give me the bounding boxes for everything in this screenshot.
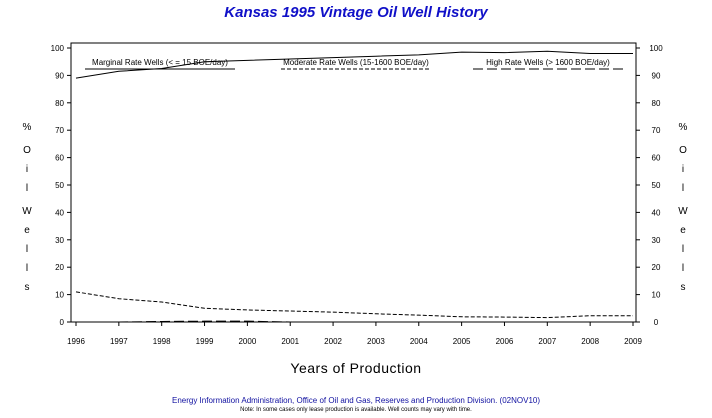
y-axis-label-letter: l — [26, 263, 28, 274]
y-tick-label: 40 — [55, 208, 64, 217]
y-tick-label: 30 — [652, 236, 661, 245]
y-tick-label: 0 — [654, 318, 659, 327]
y-axis-label-letter: i — [682, 164, 684, 175]
y-axis-label-letter: % — [679, 122, 688, 133]
x-tick-label: 2005 — [453, 337, 471, 346]
y-tick-label: 10 — [652, 291, 661, 300]
x-tick-label: 1997 — [110, 337, 128, 346]
y-tick-label: 30 — [55, 236, 64, 245]
x-tick-label: 1998 — [153, 337, 171, 346]
y-tick-label: 100 — [51, 44, 65, 53]
y-tick-label: 20 — [55, 263, 64, 272]
source-note: Energy Information Administration, Offic… — [171, 396, 541, 405]
legend-label: Marginal Rate Wells (< = 15 BOE/day) — [92, 58, 228, 67]
chart-title: Kansas 1995 Vintage Oil Well History — [224, 4, 488, 21]
x-tick-label: 2008 — [581, 337, 599, 346]
x-tick-label: 2000 — [238, 337, 256, 346]
y-tick-label: 20 — [652, 263, 661, 272]
x-tick-label: 2003 — [367, 337, 385, 346]
y-axis-label-letter: l — [26, 244, 28, 255]
y-axis-label-letter: s — [25, 282, 30, 293]
x-axis: 1996 1997 1998 1999 2000 2001 2002 2003 2004 2005… — [67, 322, 642, 346]
y-axis-left: 0 10 20 30 40 50 60 70 80 90 100 — [51, 44, 71, 327]
x-tick-label: 2004 — [410, 337, 428, 346]
x-tick-label: 2006 — [496, 337, 514, 346]
y-tick-label: 50 — [652, 181, 661, 190]
y-axis-label-letter: l — [682, 244, 684, 255]
legend-label: Moderate Rate Wells (15-1600 BOE/day) — [283, 58, 429, 67]
series-line-2 — [76, 320, 633, 323]
legend-label: High Rate Wells (> 1600 BOE/day) — [486, 58, 610, 67]
y-tick-label: 80 — [652, 99, 661, 108]
x-tick-label: 2001 — [281, 337, 299, 346]
y-tick-label: 50 — [55, 181, 64, 190]
y-tick-label: 70 — [55, 126, 64, 135]
series-line-0 — [75, 50, 633, 79]
y-tick-label: 80 — [55, 99, 64, 108]
x-axis-label: Years of Production — [290, 360, 422, 376]
y-axis-label-letter: i — [26, 164, 28, 175]
y-tick-label: 90 — [55, 71, 64, 80]
y-axis-label-letter: W — [678, 206, 688, 217]
y-axis-right: 0 10 20 30 40 50 60 70 80 90 100 — [636, 44, 663, 327]
y-axis-label-letter: % — [23, 122, 32, 133]
footnote: Note: In some cases only lease productio… — [240, 407, 472, 413]
x-tick-label: 2007 — [538, 337, 556, 346]
y-axis-label-letter: O — [679, 145, 687, 156]
y-axis-label-letter: W — [22, 206, 32, 217]
y-tick-label: 90 — [652, 71, 661, 80]
y-tick-label: 100 — [649, 44, 663, 53]
x-tick-label: 2009 — [624, 337, 642, 346]
x-tick-label: 1999 — [196, 337, 214, 346]
y-axis-label-letter: l — [682, 263, 684, 274]
series-lines — [75, 50, 633, 323]
y-tick-label: 70 — [652, 126, 661, 135]
y-tick-label: 0 — [60, 318, 65, 327]
y-axis-label-letter: l — [26, 183, 28, 194]
y-tick-label: 60 — [652, 154, 661, 163]
y-axis-label-letter: e — [680, 225, 686, 236]
y-axis-label-letter: s — [681, 282, 686, 293]
plot-frame — [70, 42, 637, 323]
x-tick-label: 1996 — [67, 337, 85, 346]
x-tick-label: 2002 — [324, 337, 342, 346]
legend: Marginal Rate Wells (< = 15 BOE/day) Mode… — [85, 58, 623, 70]
y-tick-label: 40 — [652, 208, 661, 217]
y-axis-label-letter: l — [682, 183, 684, 194]
y-tick-label: 60 — [55, 154, 64, 163]
y-axis-label-letter: e — [24, 225, 30, 236]
y-axis-label-letter: O — [23, 145, 31, 156]
y-tick-label: 10 — [55, 291, 64, 300]
series-line-1 — [75, 291, 633, 319]
